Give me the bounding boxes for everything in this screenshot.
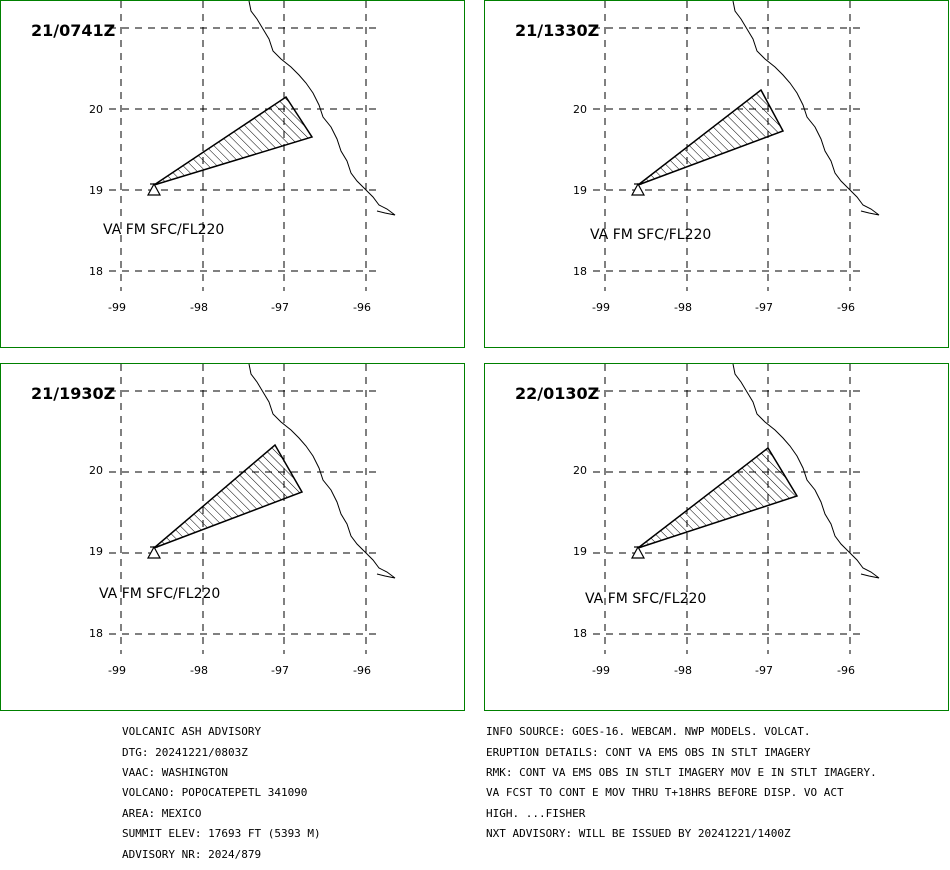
coastline: [248, 364, 396, 579]
lon-tick: -99: [592, 301, 610, 314]
volcano-icon: [630, 182, 646, 196]
lon-tick: -99: [108, 301, 126, 314]
lat-tick: 20: [89, 103, 103, 116]
lon-tick: -97: [755, 664, 773, 677]
lon-tick: -98: [190, 301, 208, 314]
lon-tick: -99: [108, 664, 126, 677]
lon-tick: -96: [837, 664, 855, 677]
forecast-time: 22/0130Z: [515, 384, 600, 403]
lon-tick: -96: [353, 664, 371, 677]
volcano-icon: [146, 182, 162, 196]
map-graphic-1: [109, 1, 396, 291]
lon-tick: -97: [271, 664, 289, 677]
lon-tick: -99: [592, 664, 610, 677]
advisory-line: INFO SOURCE: GOES-16. WEBCAM. NWP MODELS…: [486, 725, 811, 739]
lat-tick: 18: [573, 627, 587, 640]
lon-tick: -96: [353, 301, 371, 314]
advisory-line: VAAC: WASHINGTON: [122, 766, 228, 780]
coastline: [732, 364, 880, 579]
lon-tick: -97: [271, 301, 289, 314]
ash-altitude-label: VA FM SFC/FL220: [590, 227, 712, 243]
ash-cloud-polygon: [153, 95, 314, 186]
lat-tick: 19: [573, 545, 587, 558]
coastline: [732, 1, 880, 216]
lon-tick: -98: [674, 301, 692, 314]
map-graphic-4: [593, 364, 880, 654]
advisory-line: ADVISORY NR: 2024/879: [122, 847, 262, 861]
map-graphic-2: [593, 1, 880, 291]
lat-tick: 18: [573, 265, 587, 278]
ash-altitude-label: VA FM SFC/FL220: [585, 591, 707, 607]
ash-altitude-label: VA FM SFC/FL220: [103, 222, 225, 238]
ash-altitude-label: VA FM SFC/FL220: [99, 586, 221, 602]
lat-tick: 20: [573, 464, 587, 477]
lon-tick: -98: [674, 664, 692, 677]
ash-cloud-polygon: [637, 446, 799, 549]
map-panel-1: 21/0741Z 20 19 18 -99 -98 -97 -96 VA FM …: [0, 0, 465, 348]
forecast-time: 21/1930Z: [31, 384, 116, 403]
lon-tick: -97: [755, 301, 773, 314]
advisory-line: NXT ADVISORY: WILL BE ISSUED BY 20241221…: [486, 827, 791, 841]
lat-tick: 19: [89, 545, 103, 558]
advisory-line: VOLCANIC ASH ADVISORY: [122, 725, 262, 739]
ash-cloud-polygon: [153, 443, 304, 549]
map-panel-3: 21/1930Z 20 19 18 -99 -98 -97 -96 VA FM …: [0, 363, 465, 711]
advisory-line: DTG: 20241221/0803Z: [122, 745, 248, 759]
advisory-line: HIGH. ...FISHER: [486, 806, 586, 820]
advisory-line: ERUPTION DETAILS: CONT VA EMS OBS IN STL…: [486, 745, 811, 759]
lat-tick: 18: [89, 627, 103, 640]
lat-tick: 20: [89, 464, 103, 477]
map-graphic-3: [109, 364, 396, 654]
lat-tick: 19: [573, 184, 587, 197]
forecast-time: 21/1330Z: [515, 21, 600, 40]
lat-tick: 20: [573, 103, 587, 116]
volcano-icon: [630, 545, 646, 559]
lat-lon-grid: [593, 1, 865, 291]
advisory-info-right: INFO SOURCE: GOES-16. WEBCAM. NWP MODELS…: [486, 717, 877, 850]
map-panel-4: 22/0130Z 20 19 18 -99 -98 -97 -96 VA FM …: [484, 363, 949, 711]
lon-tick: -96: [837, 301, 855, 314]
coastline: [248, 1, 396, 216]
advisory-info-left: VOLCANIC ASH ADVISORY DTG: 20241221/0803…: [122, 717, 321, 870]
lat-tick: 18: [89, 265, 103, 278]
volcano-icon: [146, 545, 162, 559]
lon-tick: -98: [190, 664, 208, 677]
lat-tick: 19: [89, 184, 103, 197]
advisory-line: AREA: MEXICO: [122, 806, 202, 820]
map-panel-2: 21/1330Z 20 19 18 -99 -98 -97 -96 VA FM …: [484, 0, 949, 348]
forecast-time: 21/0741Z: [31, 21, 116, 40]
advisory-line: SUMMIT ELEV: 17693 FT (5393 M): [122, 827, 321, 841]
advisory-line: RMK: CONT VA EMS OBS IN STLT IMAGERY MOV…: [486, 766, 877, 780]
advisory-line: VA FCST TO CONT E MOV THRU T+18HRS BEFOR…: [486, 786, 844, 800]
advisory-line: VOLCANO: POPOCATEPETL 341090: [122, 786, 308, 800]
ash-cloud-polygon: [637, 88, 785, 186]
